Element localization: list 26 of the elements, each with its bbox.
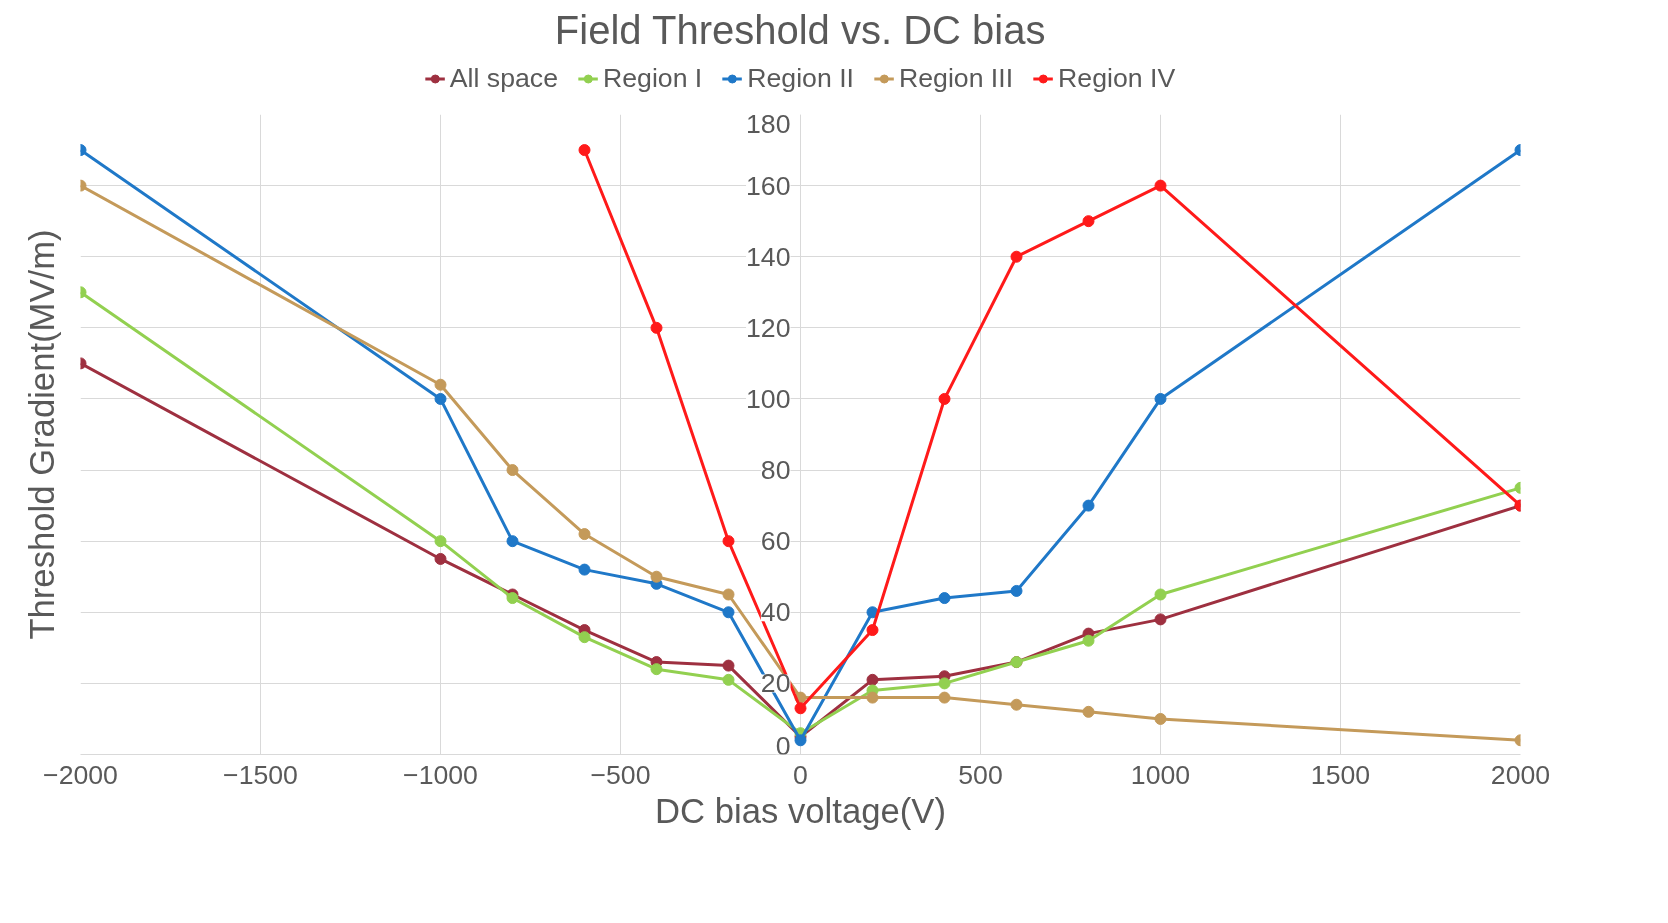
y-tick-label: 160 (746, 170, 791, 201)
y-tick-label: 120 (746, 312, 791, 343)
y-tick-label: 100 (746, 383, 791, 414)
x-tick-label: 1500 (1310, 759, 1371, 790)
y-tick-label: 0 (775, 730, 791, 761)
y-tick-label: 80 (760, 455, 791, 486)
y-tick-label: 40 (760, 597, 791, 628)
x-tick-label: −2000 (43, 759, 118, 790)
y-tick-label: 140 (746, 241, 791, 272)
x-tick-label: 1000 (1130, 759, 1191, 790)
x-tick-label: −500 (590, 759, 651, 790)
legend-label: Region IV (1058, 62, 1176, 94)
y-tick-label: 20 (760, 668, 791, 699)
x-axis-title: DC bias voltage(V) (655, 791, 946, 830)
y-axis-title: Threshold Gradient(MV/m) (22, 229, 61, 640)
x-tick-label: 500 (958, 759, 1003, 790)
x-tick-label: −1000 (403, 759, 478, 790)
legend-label: Region I (602, 62, 703, 94)
x-tick-label: −1500 (223, 759, 298, 790)
y-tick-label: 60 (760, 526, 791, 557)
legend-label: Region III (898, 62, 1014, 94)
y-tick-label: 180 (746, 108, 791, 139)
legend-label: All space (449, 62, 558, 94)
chart-title: Field Threshold vs. DC bias (554, 7, 1046, 52)
x-tick-label: 2000 (1490, 759, 1551, 790)
legend-label: Region II (747, 62, 854, 94)
